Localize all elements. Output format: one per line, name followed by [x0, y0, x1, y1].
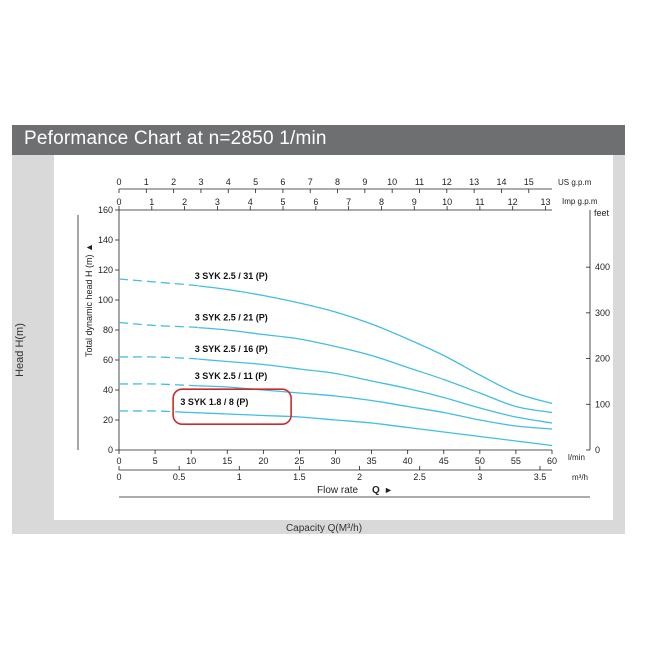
x-lmin-tick-label: 20: [258, 456, 268, 466]
y-left-tick-label: 140: [98, 235, 113, 245]
y-left-tick-label: 160: [98, 205, 113, 215]
us-gpm-tick-label: 14: [496, 177, 506, 187]
y-right-tick-label: 300: [595, 308, 610, 318]
y-left-tick-label: 20: [103, 415, 113, 425]
curve-dashed-0: [118, 278, 199, 287]
x-m3h-tick-label: 1: [237, 472, 242, 482]
us-gpm-tick-label: 3: [198, 177, 203, 187]
imp-gpm-tick-label: 6: [313, 197, 318, 207]
imp-gpm-tick-label: 12: [508, 197, 518, 207]
imp-gpm-tick-label: 4: [248, 197, 253, 207]
curve-dashed-2: [118, 356, 199, 360]
imp-gpm-tick-label: 8: [379, 197, 384, 207]
x-m3h-tick-label: 3.5: [534, 472, 547, 482]
x-axis-arrow: ►: [384, 485, 393, 495]
capacity-bottom-label: Capacity Q(M³/h): [285, 523, 363, 534]
header-bar: Peformance Chart at n=2850 1/min: [12, 125, 625, 155]
curve-dashed-4: [118, 410, 184, 413]
x-m3h-tick-label: 2: [357, 472, 362, 482]
us-gpm-tick-label: 11: [415, 177, 424, 187]
series-label: 3 SYK 2.5 / 11 (P): [195, 371, 268, 381]
x-lmin-tick-label: 40: [403, 456, 413, 466]
x-lmin-tick-label: 5: [153, 456, 158, 466]
x-lmin-tick-label: 50: [475, 456, 485, 466]
imp-gpm-tick-label: 3: [215, 197, 220, 207]
imp-gpm-tick-label: 11: [475, 197, 484, 207]
y-left-tick-label: 40: [103, 385, 113, 395]
series-label: 3 SYK 2.5 / 16 (P): [195, 344, 268, 354]
left-frame: [12, 155, 54, 520]
imp-gpm-tick-label: 2: [182, 197, 187, 207]
us-gpm-tick-label: 13: [469, 177, 479, 187]
series-label: 3 SYK 1.8 / 8 (P): [180, 397, 248, 407]
x-m3h-tick-label: 0: [116, 472, 121, 482]
imp-gpm-tick-label: 7: [346, 197, 351, 207]
highlight-box: [172, 388, 292, 426]
y-axis-label: Total dynamic head H (m) ▲: [84, 243, 94, 357]
us-gpm-tick-label: 7: [308, 177, 313, 187]
y-right-unit-label: feet: [594, 208, 610, 218]
us-gpm-tick-label: 1: [144, 177, 149, 187]
curve-solid-4: [183, 411, 553, 447]
y-left-tick-label: 60: [103, 355, 113, 365]
x-m3h-tick-label: 0.5: [173, 472, 186, 482]
x-lmin-tick-label: 10: [186, 456, 196, 466]
curve-solid-0: [198, 285, 553, 405]
series-label: 3 SYK 2.5 / 21 (P): [195, 313, 268, 323]
imp-gpm-tick-label: 1: [149, 197, 154, 207]
x-axis-symbol: Q: [372, 485, 380, 496]
imp-gpm-unit-label: Imp g.p.m: [562, 197, 598, 206]
us-gpm-tick-label: 12: [442, 177, 452, 187]
y-right-tick-label: 200: [595, 354, 610, 364]
imp-gpm-tick-label: 5: [281, 197, 286, 207]
bottom-frame: [12, 520, 625, 534]
imp-gpm-tick-label: 9: [412, 197, 417, 207]
imp-gpm-tick-label: 10: [442, 197, 452, 207]
x-lmin-tick-label: 55: [511, 456, 521, 466]
y-left-tick-label: 0: [108, 445, 113, 455]
y-right-tick-label: 0: [595, 445, 600, 455]
x-lmin-tick-label: 60: [547, 456, 557, 466]
x-lmin-tick-label: 35: [367, 456, 377, 466]
x-m3h-tick-label: 3: [477, 472, 482, 482]
us-gpm-tick-label: 4: [226, 177, 231, 187]
us-gpm-tick-label: 10: [387, 177, 397, 187]
imp-gpm-tick-label: 0: [116, 197, 121, 207]
curve-solid-2: [198, 358, 553, 424]
y-left-tick-label: 80: [103, 325, 113, 335]
x-lmin-unit-label: l/min: [568, 453, 585, 462]
curve-dashed-3: [118, 383, 199, 387]
y-left-tick-label: 100: [98, 295, 113, 305]
us-gpm-tick-label: 15: [524, 177, 534, 187]
us-gpm-tick-label: 6: [280, 177, 285, 187]
curve-solid-1: [198, 326, 553, 414]
curve-dashed-1: [118, 321, 199, 329]
x-lmin-tick-label: 15: [222, 456, 232, 466]
us-gpm-tick-label: 5: [253, 177, 258, 187]
series-label: 3 SYK 2.5 / 31 (P): [195, 271, 268, 281]
right-frame: [613, 155, 625, 520]
us-gpm-tick-label: 0: [116, 177, 121, 187]
x-m3h-tick-label: 1.5: [293, 472, 306, 482]
y-right-tick-label: 100: [595, 399, 610, 409]
us-gpm-tick-label: 9: [362, 177, 367, 187]
x-lmin-tick-label: 0: [116, 456, 121, 466]
us-gpm-tick-label: 2: [171, 177, 176, 187]
y-right-tick-label: 400: [595, 262, 610, 272]
chart-title: Peformance Chart at n=2850 1/min: [24, 128, 327, 149]
x-lmin-tick-label: 45: [439, 456, 449, 466]
x-axis-label: Flow rate: [317, 485, 359, 496]
y-left-tick-label: 120: [98, 265, 113, 275]
x-lmin-tick-label: 30: [330, 456, 340, 466]
us-gpm-unit-label: US g.p.m: [558, 178, 592, 187]
us-gpm-tick-label: 8: [335, 177, 340, 187]
x-m3h-unit-label: m³/h: [572, 473, 588, 482]
x-lmin-tick-label: 25: [294, 456, 304, 466]
curve-solid-3: [198, 385, 553, 430]
x-m3h-tick-label: 2.5: [413, 472, 426, 482]
imp-gpm-tick-label: 13: [540, 197, 550, 207]
